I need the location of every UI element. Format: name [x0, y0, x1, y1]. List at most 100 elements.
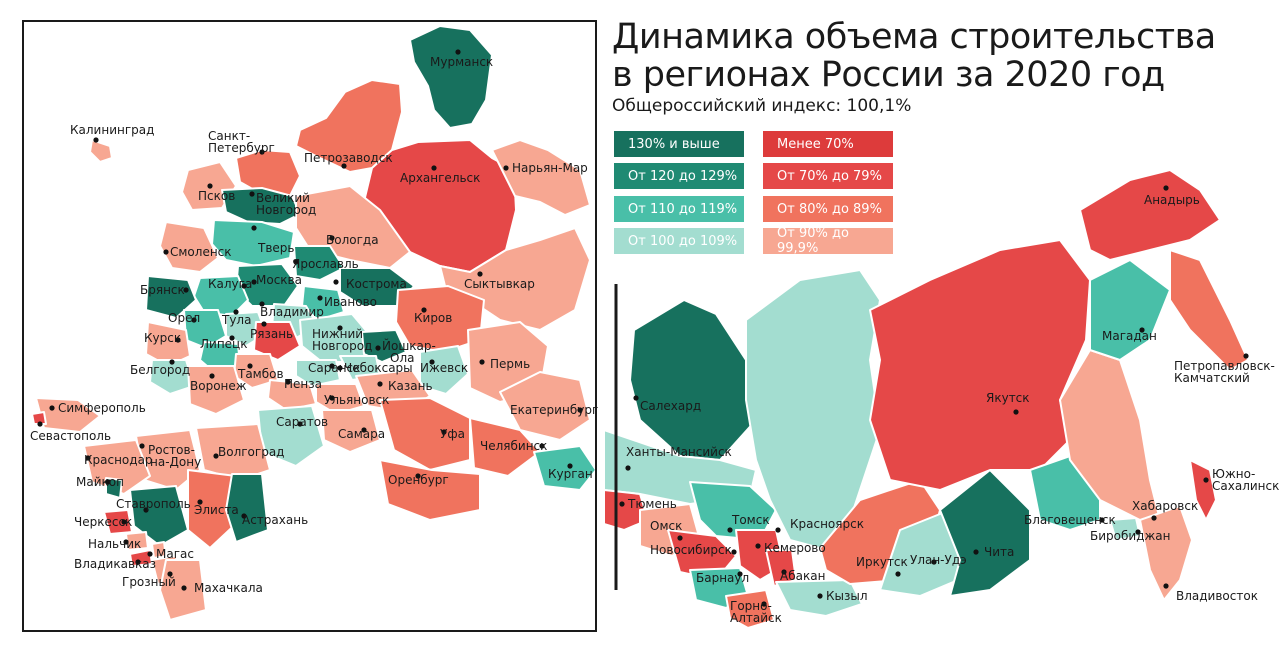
city-dot	[169, 359, 175, 365]
primorye-region	[1139, 505, 1193, 601]
astrakhan-region	[225, 473, 269, 543]
city-label-khanty: Ханты-Мансийск	[626, 445, 732, 459]
city-label-kostroma: Кострома	[346, 277, 407, 291]
city-dot	[123, 539, 129, 545]
city-dot	[233, 309, 239, 315]
city-label-cheboksary: Чебоксары	[344, 361, 413, 375]
city-label-birobidzhan: Биробиджан	[1090, 529, 1171, 543]
title-line-2: в регионах России за 2020 год	[612, 55, 1165, 95]
samara-region	[321, 409, 381, 453]
city-dot	[143, 507, 149, 513]
city-dot	[973, 549, 979, 555]
zabaykalsky-region	[939, 469, 1031, 597]
city-label-orenburg: Оренбург	[388, 473, 449, 487]
city-dot	[147, 551, 153, 557]
bashkortostan-region	[379, 397, 471, 471]
city-dot	[213, 453, 219, 459]
city-label-gornoaltaysk2: Алтайск	[730, 611, 782, 625]
city-label-stavropol: Ставрополь	[116, 497, 191, 511]
city-label-arkhangelsk: Архангельск	[400, 171, 480, 185]
city-dot	[931, 559, 937, 565]
tver-region	[211, 219, 295, 267]
city-label-novgorod2: Новгород	[256, 203, 316, 217]
city-label-cherkessk: Черкесск	[74, 515, 132, 529]
city-dot	[479, 359, 485, 365]
city-label-khabarovsk: Хабаровск	[1132, 499, 1198, 513]
city-dot	[677, 535, 683, 541]
city-label-belgorod: Белгород	[130, 363, 190, 377]
city-dot	[249, 191, 255, 197]
kalmykia-region	[187, 469, 241, 549]
legend-110-119: От 110 до 119%	[614, 196, 744, 222]
city-dot	[415, 473, 421, 479]
city-dot	[163, 249, 169, 255]
city-dot	[317, 295, 323, 301]
city-dot	[431, 165, 437, 171]
city-label-kursk: Курск	[144, 331, 181, 345]
kamchatka-region	[1169, 249, 1249, 371]
city-dot	[727, 527, 733, 533]
city-label-vladimir: Владимир	[260, 305, 324, 319]
city-label-yuzhno2: Сахалинск	[1212, 479, 1279, 493]
city-label-naryanmar: Нарьян-Мар	[512, 161, 588, 175]
city-dot	[455, 49, 461, 55]
city-dot	[625, 465, 631, 471]
title-line-1: Динамика объема строительства	[612, 17, 1216, 57]
yakutia-region	[869, 239, 1091, 491]
city-dot	[49, 405, 55, 411]
city-label-tula: Тула	[221, 313, 251, 327]
sakhalin-region	[1189, 459, 1217, 521]
city-dot	[377, 381, 383, 387]
city-label-voronezh: Воронеж	[190, 379, 247, 393]
city-label-vladikavkaz: Владикавказ	[74, 557, 156, 571]
city-dot	[329, 395, 335, 401]
voronezh-region	[187, 365, 245, 415]
city-dot	[755, 543, 761, 549]
city-dot	[1099, 517, 1105, 523]
city-label-ulyanovsk: Ульяновск	[324, 393, 389, 407]
city-dot	[197, 499, 203, 505]
city-label-samara: Самара	[338, 427, 385, 441]
city-label-rostov1: Ростов-	[148, 443, 195, 457]
city-label-nnovgorod1: Нижний	[312, 327, 363, 341]
city-dot	[1013, 409, 1019, 415]
legend-label: Менее 70%	[777, 136, 854, 152]
city-dot	[1243, 353, 1249, 359]
city-dot	[441, 429, 447, 435]
city-dot	[259, 149, 265, 155]
legend-less-70: Менее 70%	[763, 131, 893, 157]
city-dot	[167, 571, 173, 577]
city-label-nnovgorod2: Новгород	[312, 339, 372, 353]
city-dot	[731, 549, 737, 555]
city-dot	[251, 279, 257, 285]
city-dot	[781, 569, 787, 575]
city-label-vologda: Вологда	[326, 233, 379, 247]
city-label-perm: Пермь	[490, 357, 530, 371]
city-label-yakutsk: Якутск	[986, 391, 1030, 405]
city-label-astrakhan: Астрахань	[242, 513, 308, 527]
city-dot	[1163, 583, 1169, 589]
city-label-magadan: Магадан	[1102, 329, 1157, 343]
legend-label: От 70% до 79%	[777, 168, 882, 184]
city-dot	[229, 335, 235, 341]
city-label-kurgan: Курган	[548, 467, 593, 481]
city-dot	[207, 183, 213, 189]
city-dot	[85, 455, 91, 461]
city-dot	[341, 163, 347, 169]
city-label-yoshkar2: Ола	[390, 351, 414, 365]
city-dot	[247, 363, 253, 369]
city-label-murmansk: Мурманск	[430, 55, 493, 69]
belgorod-region	[149, 359, 195, 395]
city-dot	[619, 501, 625, 507]
ingushetia-region	[151, 541, 167, 559]
krasnodar-region	[83, 439, 151, 495]
city-dot	[1151, 515, 1157, 521]
city-label-ryazan: Рязань	[250, 327, 293, 341]
city-label-salekhard: Салехард	[640, 399, 701, 413]
city-dot	[775, 527, 781, 533]
kurgan-region	[533, 445, 597, 491]
city-label-syktyvkar: Сыктывкар	[464, 277, 535, 291]
stavropol-region	[129, 485, 189, 547]
city-label-magas: Магас	[156, 547, 194, 561]
